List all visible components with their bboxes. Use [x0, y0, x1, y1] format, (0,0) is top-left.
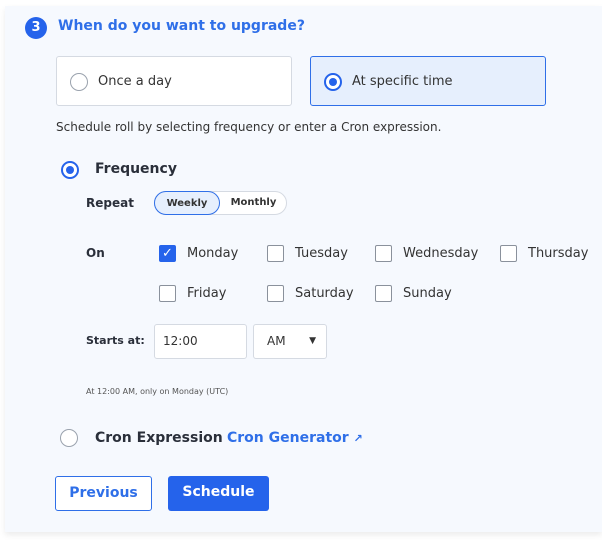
step-badge: 3	[25, 17, 47, 39]
ampm-value: AM	[267, 334, 286, 348]
step-title: When do you want to upgrade?	[58, 18, 305, 34]
repeat-label: Repeat	[86, 196, 134, 210]
cron-radio[interactable]	[60, 429, 78, 447]
schedule-button[interactable]: Schedule	[168, 476, 269, 511]
checkbox-monday[interactable]: ✓	[159, 245, 176, 262]
option-specific-time[interactable]: At specific time	[310, 56, 546, 106]
radio-selected-icon[interactable]	[324, 73, 342, 91]
caret-down-icon: ▼	[309, 336, 316, 346]
checkbox-wednesday[interactable]	[375, 245, 392, 262]
time-input[interactable]: 12:00	[154, 324, 247, 359]
help-text: Schedule roll by selecting frequency or …	[56, 120, 442, 134]
schedule-summary: At 12:00 AM, only on Monday (UTC)	[86, 387, 229, 396]
cron-generator-link[interactable]: Cron Generator ↗	[227, 430, 363, 446]
starts-at-label: Starts at:	[86, 334, 145, 347]
cron-generator-text: Cron Generator	[227, 430, 349, 446]
checkbox-saturday[interactable]	[267, 285, 284, 302]
day-label: Saturday	[295, 286, 354, 301]
repeat-toggle: Weekly Monthly	[154, 191, 287, 215]
checkbox-sunday[interactable]	[375, 285, 392, 302]
ampm-select[interactable]: AM ▼	[253, 324, 327, 359]
checkbox-tuesday[interactable]	[267, 245, 284, 262]
checkbox-thursday[interactable]	[500, 245, 517, 262]
option-once-a-day[interactable]: Once a day	[56, 56, 292, 106]
previous-button[interactable]: Previous	[55, 476, 152, 511]
day-label: Tuesday	[295, 246, 348, 261]
external-link-icon: ↗	[353, 432, 363, 445]
frequency-radio[interactable]	[61, 161, 79, 179]
day-label: Sunday	[403, 286, 452, 301]
day-label: Friday	[187, 286, 227, 301]
day-label: Monday	[187, 246, 239, 261]
checkbox-friday[interactable]	[159, 285, 176, 302]
cron-label: Cron Expression	[95, 430, 223, 446]
radio-icon[interactable]	[70, 73, 88, 91]
frequency-label: Frequency	[95, 161, 177, 177]
on-label: On	[86, 246, 105, 260]
option-label: At specific time	[352, 74, 453, 89]
repeat-weekly[interactable]: Weekly	[154, 191, 220, 215]
option-label: Once a day	[98, 74, 172, 89]
day-label: Wednesday	[403, 246, 479, 261]
repeat-monthly[interactable]: Monthly	[230, 197, 277, 208]
day-label: Thursday	[528, 246, 589, 261]
